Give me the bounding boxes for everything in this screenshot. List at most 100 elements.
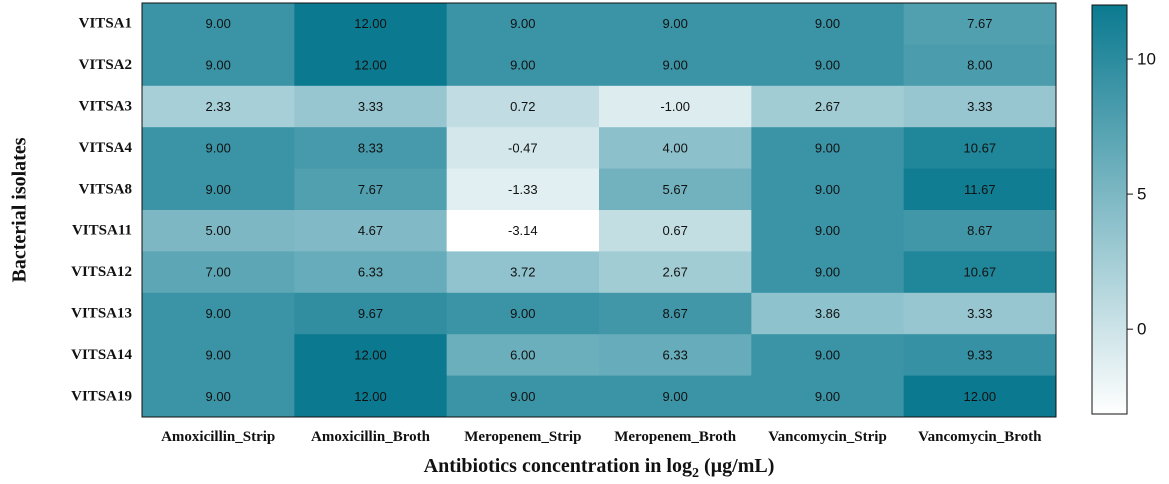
cell-value-label: 3.33 bbox=[358, 99, 383, 114]
heatmap-cell bbox=[751, 292, 905, 335]
row-labels: VITSA1 VITSA2 VITSA3 VITSA4 VITSA8 VITSA11 VIT… bbox=[71, 16, 132, 405]
cell-value-label: -3.14 bbox=[508, 223, 538, 238]
cell-value-label: 9.00 bbox=[510, 58, 535, 73]
cell-value-label: 0.72 bbox=[510, 99, 535, 114]
column-label: Amoxicillin_Broth bbox=[311, 429, 431, 445]
heatmap-cell bbox=[903, 127, 1057, 170]
cell-value-label: 9.00 bbox=[206, 140, 231, 155]
heatmap-cell bbox=[446, 251, 600, 294]
column-label: Vancomycin_Strip bbox=[768, 429, 887, 445]
heatmap-cell bbox=[294, 334, 448, 377]
heatmap-cell bbox=[751, 210, 905, 252]
cell-value-label: 3.86 bbox=[815, 306, 840, 321]
cell-value-label: 0.67 bbox=[663, 223, 688, 238]
heatmap-cell bbox=[903, 85, 1057, 128]
heatmap-cell bbox=[294, 44, 448, 87]
cell-value-label: 12.00 bbox=[354, 16, 387, 31]
heatmap-cell bbox=[294, 375, 448, 418]
column-label: Amoxicillin_Strip bbox=[161, 429, 275, 445]
heatmap-cell bbox=[446, 168, 600, 211]
heatmap-cell bbox=[294, 127, 448, 170]
plot-frame bbox=[141, 2, 1057, 418]
row-label: VITSA1 bbox=[79, 16, 132, 32]
heatmap-cell bbox=[903, 292, 1057, 335]
cell-value-label: 8.33 bbox=[358, 140, 383, 155]
cell-value-label: 5.67 bbox=[663, 182, 688, 197]
cell-value-label: 9.33 bbox=[967, 347, 992, 362]
heatmap-cell bbox=[446, 334, 600, 377]
cell-value-label: 7.67 bbox=[358, 182, 383, 197]
heatmap-cell bbox=[599, 127, 752, 170]
heatmap-cell bbox=[599, 251, 752, 294]
cell-value-label: 9.00 bbox=[663, 58, 688, 73]
heatmap-cell bbox=[446, 127, 600, 170]
cell-value-label: 9.00 bbox=[510, 16, 535, 31]
row-label: VITSA14 bbox=[71, 347, 132, 363]
cell-value-label: 5.00 bbox=[206, 223, 231, 238]
cell-value-label: 2.67 bbox=[663, 265, 688, 280]
cell-value-label: 12.00 bbox=[964, 389, 997, 404]
heatmap-cell bbox=[599, 210, 752, 252]
heatmap-cell bbox=[599, 375, 752, 418]
heatmap-cell bbox=[142, 85, 295, 128]
x-axis-title-main: Antibiotics concentration in log bbox=[424, 455, 692, 477]
heatmap-cell bbox=[446, 85, 600, 128]
colorbar bbox=[1091, 4, 1128, 415]
cell-value-label: 9.00 bbox=[206, 389, 231, 404]
cell-value-label: 9.00 bbox=[815, 58, 840, 73]
heatmap-cell bbox=[446, 210, 600, 252]
heatmap-cell bbox=[294, 292, 448, 335]
heatmap-cell bbox=[142, 210, 295, 252]
heatmap-cell bbox=[599, 44, 752, 87]
heatmap-cell bbox=[142, 3, 295, 45]
cell-value-label: 9.00 bbox=[663, 16, 688, 31]
cell-value-label: 3.72 bbox=[510, 265, 535, 280]
column-label: Meropenem_Broth bbox=[614, 429, 737, 445]
heatmap-cell bbox=[142, 251, 295, 294]
heatmap-cell bbox=[294, 251, 448, 294]
x-axis-title-subscript: 2 bbox=[692, 466, 699, 481]
cell-value-label: 9.00 bbox=[815, 140, 840, 155]
row-label: VITSA2 bbox=[79, 57, 132, 73]
heatmap-cell bbox=[142, 292, 295, 335]
heatmap-cell bbox=[599, 292, 752, 335]
cell-value-label: 9.00 bbox=[815, 223, 840, 238]
column-label: Meropenem_Strip bbox=[464, 429, 581, 445]
cell-value-label: 8.67 bbox=[663, 306, 688, 321]
cell-value-label: 2.67 bbox=[815, 99, 840, 114]
cell-value-label: 10.67 bbox=[964, 265, 997, 280]
heatmap-cell bbox=[903, 375, 1057, 418]
cell-value-label: 12.00 bbox=[354, 347, 387, 362]
colorbar-ticks: 0 5 10 bbox=[1127, 50, 1156, 339]
cell-value-label: 11.67 bbox=[964, 182, 996, 197]
cell-value-label: -0.47 bbox=[508, 140, 538, 155]
heatmap-cell bbox=[751, 3, 905, 45]
cell-value-label: -1.33 bbox=[508, 182, 538, 197]
heatmap-cell bbox=[446, 3, 600, 45]
cell-value-label: 4.67 bbox=[358, 223, 383, 238]
row-label: VITSA8 bbox=[79, 181, 132, 197]
cell-value-label: 6.33 bbox=[358, 265, 383, 280]
cell-value-label: 9.00 bbox=[206, 16, 231, 31]
cell-value-label: 9.00 bbox=[815, 347, 840, 362]
heatmap-cell-labels: 9.00 12.00 9.00 9.00 9.00 7.67 9.00 12.00 9.00 9.… bbox=[206, 16, 997, 404]
x-axis-title: Antibiotics concentration in log2 (µg/mL… bbox=[424, 455, 775, 481]
cell-value-label: 6.00 bbox=[510, 347, 535, 362]
heatmap-cell bbox=[446, 292, 600, 335]
cell-value-label: 9.00 bbox=[663, 389, 688, 404]
cell-value-label: 8.67 bbox=[967, 223, 992, 238]
heatmap-cell bbox=[294, 85, 448, 128]
heatmap-cells bbox=[142, 3, 1057, 418]
heatmap-cell bbox=[903, 168, 1057, 211]
cell-value-label: 12.00 bbox=[354, 389, 387, 404]
cell-value-label: 10.67 bbox=[964, 140, 997, 155]
heatmap-cell bbox=[446, 44, 600, 87]
cell-value-label: 3.33 bbox=[967, 306, 992, 321]
cell-value-label: 2.33 bbox=[206, 99, 231, 114]
row-label: VITSA12 bbox=[71, 264, 132, 280]
heatmap-cell bbox=[294, 3, 448, 45]
cell-value-label: 7.67 bbox=[967, 16, 992, 31]
heatmap-cell bbox=[751, 168, 905, 211]
cell-value-label: 4.00 bbox=[663, 140, 688, 155]
